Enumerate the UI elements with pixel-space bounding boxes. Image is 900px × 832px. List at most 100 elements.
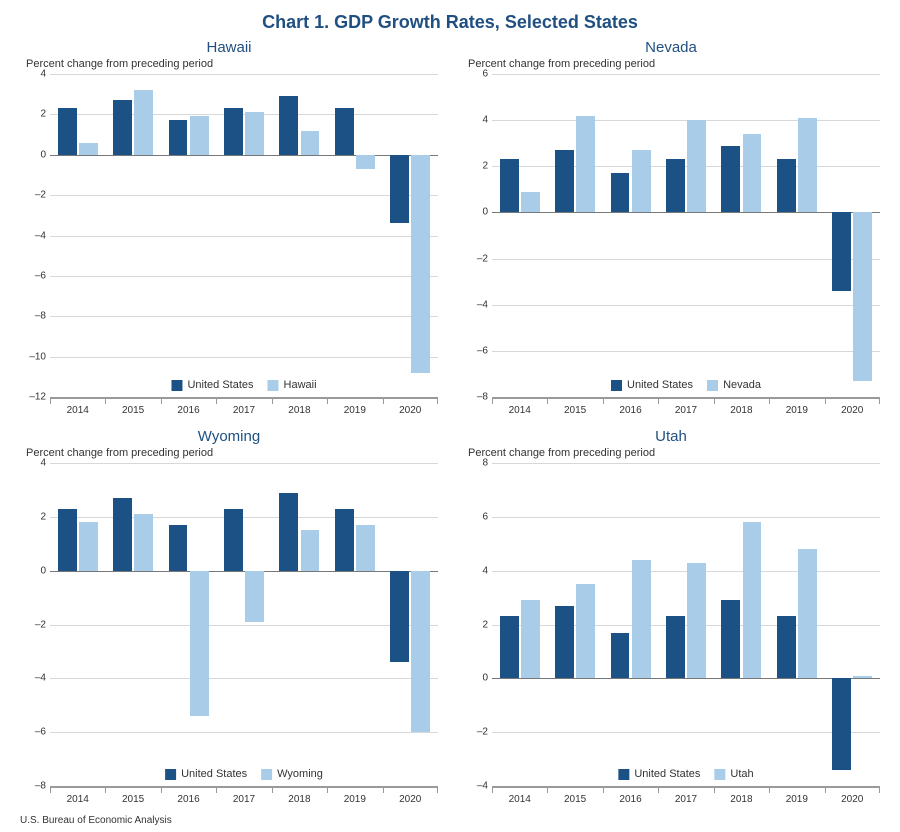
x-axis: 2014201520162017201820192020 [492,398,880,418]
y-tick: 2 [482,619,488,630]
x-tick-mark [769,399,770,404]
x-tick-mark [603,399,604,404]
y-tick: –2 [477,253,488,264]
x-label: 2015 [564,794,586,805]
x-label: 2016 [619,405,641,416]
legend-label: Wyoming [277,768,323,780]
legend-label: Nevada [723,379,761,391]
bar-us [832,678,851,770]
x-label: 2015 [122,794,144,805]
y-axis: 420–2–4–6–8–10–12 [20,74,50,418]
year-group [105,463,160,786]
panel-subtitle: Percent change from preceding period [468,58,880,70]
year-group [769,74,824,397]
x-tick-mark [105,788,106,793]
bar-state [134,90,153,155]
bar-state [687,563,706,679]
bar-state [134,514,153,571]
y-axis: 86420–2–4 [462,463,492,807]
bar-us [500,616,519,678]
bar-us [169,120,188,154]
year-group [327,74,382,397]
panel-nevada: Nevada Percent change from preceding peri… [462,39,880,418]
panel-subtitle: Percent change from preceding period [26,447,438,459]
x-label: 2016 [177,794,199,805]
bar-us [169,525,188,571]
y-tick: –2 [477,727,488,738]
legend-state: Hawaii [268,379,317,391]
bar-state [743,522,762,678]
y-tick: 4 [40,458,46,469]
x-label: 2017 [233,794,255,805]
x-tick-mark [105,399,106,404]
legend: United StatesUtah [618,768,753,780]
x-tick-mark [603,788,604,793]
bar-us [224,108,243,154]
year-group [383,463,438,786]
x-label: 2018 [288,405,310,416]
bars [50,74,438,397]
bar-us [555,606,574,679]
y-tick: –6 [35,727,46,738]
bar-state [632,150,651,212]
panel-title: Hawaii [20,39,438,56]
x-tick-group: 2019 [327,788,382,807]
bar-state [301,530,320,570]
x-label: 2018 [730,405,752,416]
x-tick-group: 2018 [714,788,769,807]
y-tick: 4 [482,565,488,576]
y-tick: 0 [482,673,488,684]
year-group [383,74,438,397]
year-group [50,463,105,786]
bar-us [279,96,298,155]
bar-us [279,493,298,571]
year-group [714,74,769,397]
x-label: 2017 [675,405,697,416]
y-tick: 2 [40,109,46,120]
main-title: Chart 1. GDP Growth Rates, Selected Stat… [20,12,880,33]
panel-utah: UtahPercent change from preceding period… [462,428,880,807]
x-label: 2019 [344,794,366,805]
bar-state [79,522,98,570]
x-tick-mark [714,788,715,793]
plot: United StatesUtah [492,463,880,787]
swatch [611,380,622,391]
chart-area: 420–2–4–6–8–10–12 United StatesHawaii 2014… [20,74,438,418]
y-tick: –12 [29,392,46,403]
x-axis: 2014201520162017201820192020 [50,398,438,418]
x-tick-group: 2018 [272,399,327,418]
x-tick-mark [50,399,51,404]
legend-us: United States [618,768,700,780]
bar-us [113,100,132,155]
bar-us [666,159,685,212]
bar-state [521,192,540,213]
year-group [50,74,105,397]
x-tick-group: 2014 [492,399,547,418]
bar-state [576,584,595,678]
swatch [268,380,279,391]
swatch [714,769,725,780]
legend-state: Nevada [707,379,761,391]
x-tick-group: 2014 [50,399,105,418]
legend-label: United States [627,379,693,391]
x-tick-group: 2020 [825,399,880,418]
year-group [603,463,658,786]
x-tick-mark [714,399,715,404]
x-tick-mark [327,399,328,404]
bars [492,463,880,786]
y-tick: 6 [482,511,488,522]
panel-title: Wyoming [20,428,438,445]
year-group [492,463,547,786]
chart-area: 6420–2–4–6–8United StatesNevada201420152… [462,74,880,418]
bar-us [611,173,630,212]
x-label: 2020 [399,405,421,416]
y-tick: –8 [35,311,46,322]
x-tick-group: 2015 [547,788,602,807]
bar-us [113,498,132,571]
x-tick-mark [825,399,826,404]
legend: United StatesHawaii [171,379,316,391]
x-tick-group: 2020 [825,788,880,807]
year-group [603,74,658,397]
x-label: 2016 [177,405,199,416]
year-group [216,74,271,397]
